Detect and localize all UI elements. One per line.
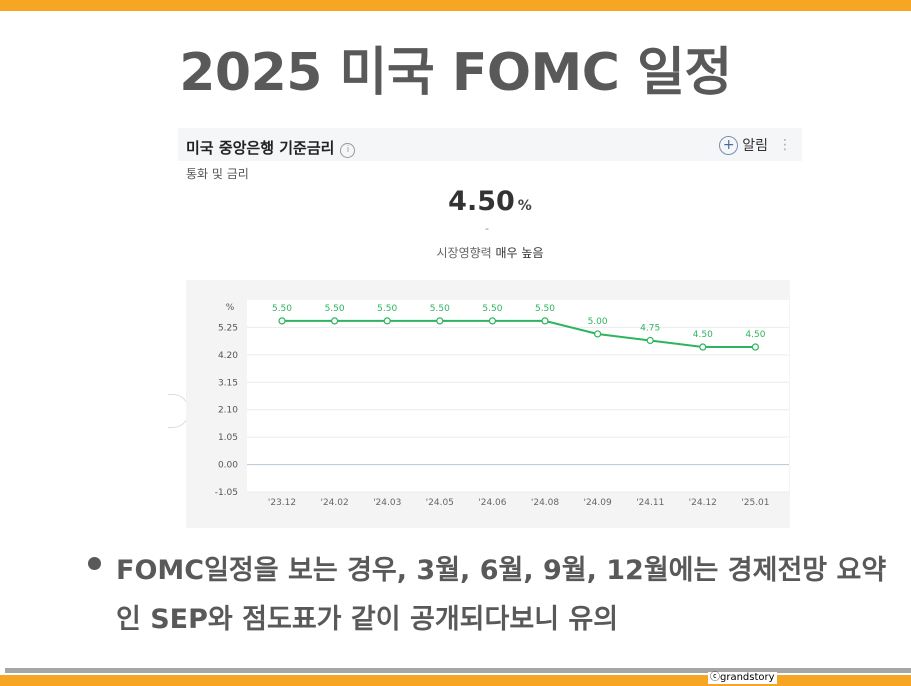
x-tick-label: '24.12 — [689, 498, 717, 508]
series-line — [282, 319, 756, 348]
rate-display: 4.50% — [178, 186, 802, 217]
data-label: 4.50 — [745, 330, 765, 340]
y-tick-label: 1.05 — [218, 433, 238, 443]
data-point — [646, 336, 654, 345]
x-tick-label: '24.08 — [531, 498, 560, 508]
x-tick-label: '24.05 — [426, 498, 454, 508]
y-tick-label: 4.20 — [218, 351, 238, 361]
data-point — [331, 317, 339, 325]
plus-icon: + — [719, 135, 739, 155]
y-tick-label: 5.25 — [218, 323, 238, 333]
y-axis-unit: % — [226, 303, 235, 313]
data-point — [541, 317, 549, 325]
widget-title: 미국 중앙은행 기준금리 i — [186, 137, 356, 158]
bottom-accent-bar — [0, 675, 911, 686]
data-label: 5.50 — [535, 304, 555, 314]
data-point — [594, 330, 602, 338]
credit-label: ⓒgrandstory — [708, 672, 777, 684]
data-label: 5.50 — [325, 304, 345, 314]
x-tick-label: '25.01 — [741, 498, 769, 508]
alarm-label: 알림 — [742, 138, 768, 154]
rate-value: 4.50 — [448, 186, 515, 217]
top-accent-bar — [0, 0, 911, 11]
rate-unit: % — [517, 198, 532, 214]
bottom-gray-bar — [5, 668, 911, 673]
widget-title-text: 미국 중앙은행 기준금리 — [186, 139, 335, 157]
data-label: 5.50 — [377, 304, 397, 314]
rate-line-chart: % 5.25 4.20 3.15 2.10 1.05 0.00 -1.05 '23.12 '2… — [215, 300, 789, 508]
x-tick-label: '24.11 — [636, 498, 664, 508]
x-tick-label: '24.03 — [373, 498, 401, 508]
category-label: 통화 및 금리 — [186, 167, 249, 181]
bullet-text: FOMC일정을 보는 경우, 3월, 6월, 9월, 12월에는 경제전망 요약… — [116, 555, 887, 635]
impact-label: 시장영향력 — [436, 246, 492, 260]
data-label: 5.50 — [430, 304, 450, 314]
data-point — [383, 317, 391, 325]
data-label: 5.50 — [272, 304, 292, 314]
data-point — [488, 317, 496, 325]
x-tick-label: '24.02 — [320, 498, 348, 508]
data-label: 4.50 — [693, 330, 713, 340]
plot-background — [247, 300, 789, 492]
data-label: 5.50 — [482, 304, 502, 314]
data-point — [278, 317, 286, 325]
y-tick-label: 3.15 — [218, 378, 238, 388]
more-vertical-icon[interactable]: ⋮ — [778, 137, 792, 153]
chart-area: % 5.25 4.20 3.15 2.10 1.05 0.00 -1.05 '23.12 '2… — [186, 280, 790, 528]
bullet-dot — [88, 557, 101, 570]
data-point — [699, 343, 707, 351]
info-icon[interactable]: i — [340, 143, 356, 158]
y-tick-label: -1.05 — [215, 488, 238, 498]
data-point — [436, 317, 444, 325]
x-tick-label: '24.09 — [583, 498, 612, 508]
alarm-button[interactable]: + 알림 ⋮ — [719, 135, 792, 155]
data-label: 5.00 — [588, 317, 608, 327]
data-label: 4.75 — [640, 323, 660, 333]
y-tick-label: 2.10 — [218, 406, 238, 416]
x-tick-label: '23.12 — [268, 498, 296, 508]
rate-change: - — [485, 222, 489, 235]
data-point — [751, 343, 760, 351]
x-tick-label: '24.06 — [478, 498, 507, 508]
widget-header: 미국 중앙은행 기준금리 i + 알림 ⋮ — [178, 128, 802, 161]
slide-title: 2025 미국 FOMC 일정 — [179, 43, 732, 103]
impact-value: 매우 높음 — [495, 246, 544, 260]
market-impact: 시장영향력 매우 높음 — [178, 244, 802, 261]
y-tick-label: 0.00 — [218, 461, 238, 471]
interest-rate-widget: 미국 중앙은행 기준금리 i + 알림 ⋮ 통화 및 금리 4.50% - 시장영… — [178, 128, 802, 528]
